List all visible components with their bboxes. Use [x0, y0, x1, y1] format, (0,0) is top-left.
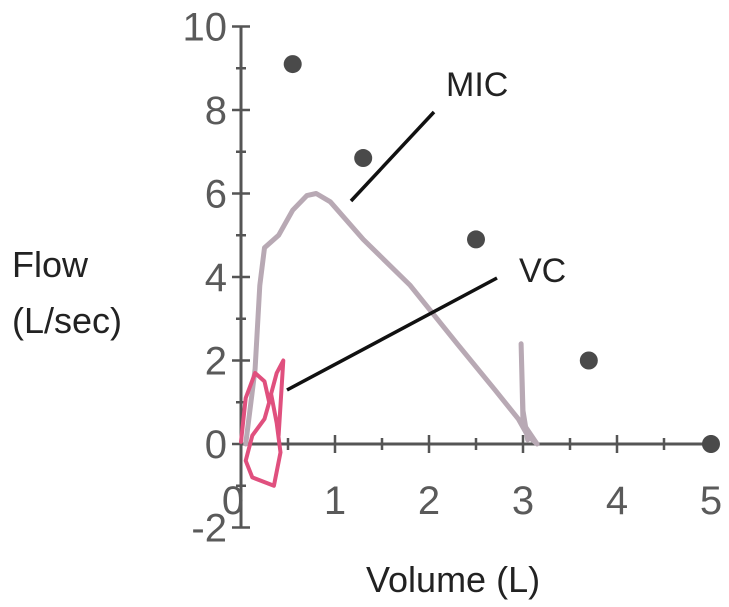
y-tick-label: 6	[205, 173, 227, 217]
annotations: MIC VC	[286, 66, 566, 392]
x-tick-label: 5	[700, 479, 722, 523]
y-tick-label: 10	[183, 6, 228, 50]
y-tick-label: 2	[205, 340, 227, 384]
y-axis-title-line-2: (L/sec)	[12, 300, 122, 341]
predicted-point-marker	[354, 149, 373, 168]
x-tick-label: 4	[606, 479, 628, 523]
vc-label: VC	[519, 252, 566, 290]
predicted-point-marker	[702, 435, 720, 453]
vc-curve	[239, 358, 286, 488]
mic-leader-line	[349, 110, 436, 203]
curves	[239, 191, 540, 488]
predicted-point-marker	[579, 351, 598, 370]
y-tick-label: 0	[205, 423, 227, 467]
y-tick-label: 8	[205, 89, 227, 133]
markers	[283, 55, 720, 453]
y-axis-title-line-1: Flow	[12, 244, 89, 285]
y-tick-label: 4	[205, 256, 227, 300]
mic-curve	[243, 191, 540, 447]
vc-leader-line	[286, 276, 498, 392]
x-tick-label: 2	[418, 479, 440, 523]
mic-label: MIC	[446, 66, 508, 104]
x-tick-label: 1	[324, 479, 346, 523]
x-tick-label: 3	[512, 479, 534, 523]
x-axis-title: Volume (L)	[366, 559, 540, 600]
predicted-point-marker	[283, 55, 302, 74]
tick-marks	[232, 25, 713, 529]
axis-titles: Flow (L/sec) Volume (L)	[12, 244, 540, 600]
x-tick-label: 0	[222, 479, 244, 523]
predicted-point-marker	[467, 230, 485, 249]
y-tick-label: -2	[191, 507, 227, 551]
